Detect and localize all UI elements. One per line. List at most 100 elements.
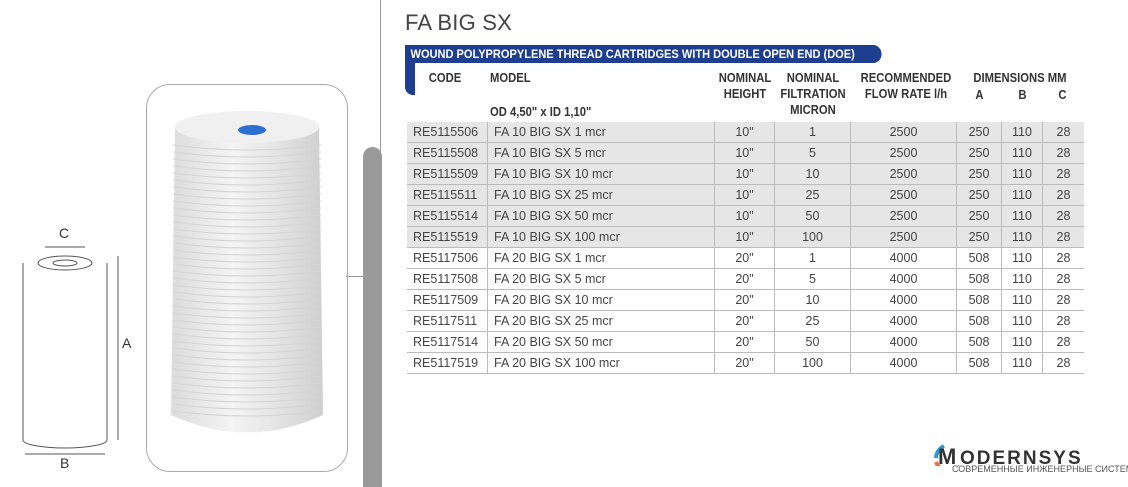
cell-dim-c: 28 [1042, 310, 1084, 332]
cell-dim-a: 508 [956, 289, 1002, 311]
cell-flow: 2500 [850, 205, 957, 227]
cell-dim-c: 28 [1042, 122, 1084, 143]
cell-dim-b: 110 [1001, 247, 1043, 269]
cell-height: 20" [714, 247, 775, 269]
label-c: C [59, 225, 69, 241]
divider-line [380, 0, 381, 276]
side-bar [363, 147, 382, 487]
cell-flow: 2500 [850, 163, 957, 185]
cell-dim-c: 28 [1042, 331, 1084, 353]
cell-height: 20" [714, 289, 775, 311]
table-row: RE5115508 FA 10 BIG SX 5 mcr 10" 5 2500 250 11… [407, 142, 1084, 164]
cell-model: FA 10 BIG SX 100 mcr [487, 226, 715, 248]
cell-dim-c: 28 [1042, 163, 1084, 185]
header-dimensions: DIMENSIONS MM [973, 71, 1067, 85]
label-a: A [122, 335, 132, 351]
header-c: C [1058, 88, 1067, 102]
cell-filtration: 50 [774, 331, 851, 353]
cell-filtration: 25 [774, 184, 851, 206]
modernsys-logo: M ODERNSYS [930, 436, 1128, 474]
cell-dim-a: 508 [956, 331, 1002, 353]
table-row: RE5117511 FA 20 BIG SX 25 mcr 20" 25 4000 508… [407, 310, 1084, 332]
cell-model: FA 20 BIG SX 1 mcr [487, 247, 715, 269]
table-row: RE5117508 FA 20 BIG SX 5 mcr 20" 5 4000 508 11… [407, 268, 1084, 290]
table-row: RE5117506 FA 20 BIG SX 1 mcr 20" 1 4000 508 11… [407, 247, 1084, 269]
cell-dim-a: 508 [956, 247, 1002, 269]
cell-filtration: 100 [774, 226, 851, 248]
cell-code: RE5117519 [407, 352, 488, 374]
cell-height: 20" [714, 352, 775, 374]
cell-dim-b: 110 [1001, 142, 1043, 164]
cell-model: FA 10 BIG SX 1 mcr [487, 122, 715, 143]
cell-dim-b: 110 [1001, 289, 1043, 311]
cell-dim-c: 28 [1042, 289, 1084, 311]
cell-model: FA 10 BIG SX 5 mcr [487, 142, 715, 164]
cell-dim-a: 250 [956, 163, 1002, 185]
header-a: A [975, 88, 984, 102]
cell-model: FA 20 BIG SX 100 mcr [487, 352, 715, 374]
cell-filtration: 10 [774, 163, 851, 185]
cell-dim-a: 250 [956, 122, 1002, 143]
cell-code: RE5117514 [407, 331, 488, 353]
cell-dim-a: 508 [956, 352, 1002, 374]
cell-dim-a: 250 [956, 184, 1002, 206]
cell-height: 10" [714, 205, 775, 227]
table-row: RE5115519 FA 10 BIG SX 100 mcr 10" 100 2500 2… [407, 226, 1084, 248]
cell-dim-a: 508 [956, 310, 1002, 332]
cell-model: FA 20 BIG SX 50 mcr [487, 331, 715, 353]
cell-height: 10" [714, 226, 775, 248]
cell-dim-b: 110 [1001, 331, 1043, 353]
cell-filtration: 25 [774, 310, 851, 332]
cell-dim-a: 250 [956, 226, 1002, 248]
cell-flow: 4000 [850, 289, 957, 311]
cell-flow: 4000 [850, 331, 957, 353]
cell-height: 10" [714, 142, 775, 164]
header-code: CODE [428, 71, 462, 85]
cell-dim-a: 250 [956, 142, 1002, 164]
cell-height: 10" [714, 184, 775, 206]
cell-dim-b: 110 [1001, 122, 1043, 143]
header-filtration: NOMINAL FILTRATION MICRON [780, 71, 846, 117]
cell-code: RE5115511 [407, 184, 488, 206]
cell-flow: 2500 [850, 122, 957, 143]
cell-filtration: 5 [774, 268, 851, 290]
cell-dim-c: 28 [1042, 184, 1084, 206]
table-row: RE5115506 FA 10 BIG SX 1 mcr 10" 1 2500 250 11… [407, 122, 1084, 143]
cell-dim-c: 28 [1042, 247, 1084, 269]
table-row: RE5115509 FA 10 BIG SX 10 mcr 10" 10 2500 250… [407, 163, 1084, 185]
cell-model: FA 20 BIG SX 10 mcr [487, 289, 715, 311]
header-flow: RECOMMENDED FLOW RATE l/h [860, 71, 952, 101]
cell-height: 10" [714, 122, 775, 143]
table-row: RE5117514 FA 20 BIG SX 50 mcr 20" 50 4000 508… [407, 331, 1084, 353]
cell-flow: 2500 [850, 226, 957, 248]
cell-flow: 4000 [850, 268, 957, 290]
cell-dim-c: 28 [1042, 226, 1084, 248]
cell-model: FA 10 BIG SX 25 mcr [487, 184, 715, 206]
cell-model: FA 20 BIG SX 25 mcr [487, 310, 715, 332]
cell-model: FA 10 BIG SX 10 mcr [487, 163, 715, 185]
cell-filtration: 1 [774, 247, 851, 269]
cell-filtration: 10 [774, 289, 851, 311]
cell-flow: 2500 [850, 142, 957, 164]
cell-code: RE5115514 [407, 205, 488, 227]
cell-dim-b: 110 [1001, 226, 1043, 248]
banner-tail [405, 55, 415, 95]
cell-filtration: 100 [774, 352, 851, 374]
table-row: RE5115511 FA 10 BIG SX 25 mcr 10" 25 2500 250… [407, 184, 1084, 206]
logo-tagline: СОВРЕМЕННЫЕ ИНЖЕНЕРНЫЕ СИСТЕМЫ [952, 464, 1128, 474]
cell-flow: 4000 [850, 352, 957, 374]
cell-dim-a: 508 [956, 268, 1002, 290]
cell-dim-b: 110 [1001, 184, 1043, 206]
cell-code: RE5117509 [407, 289, 488, 311]
header-model: MODEL [490, 71, 531, 85]
cell-code: RE5117508 [407, 268, 488, 290]
product-table: RE5115506 FA 10 BIG SX 1 mcr 10" 1 2500 250 11… [407, 122, 1084, 374]
svg-text:M: M [938, 444, 958, 466]
cell-dim-c: 28 [1042, 352, 1084, 374]
cell-model: FA 20 BIG SX 5 mcr [487, 268, 715, 290]
cell-dim-b: 110 [1001, 352, 1043, 374]
product-photo-frame [146, 84, 348, 472]
cell-dim-b: 110 [1001, 163, 1043, 185]
header-model-sub: OD 4,50" x ID 1,10" [490, 105, 592, 119]
cartridge-image [171, 111, 323, 433]
